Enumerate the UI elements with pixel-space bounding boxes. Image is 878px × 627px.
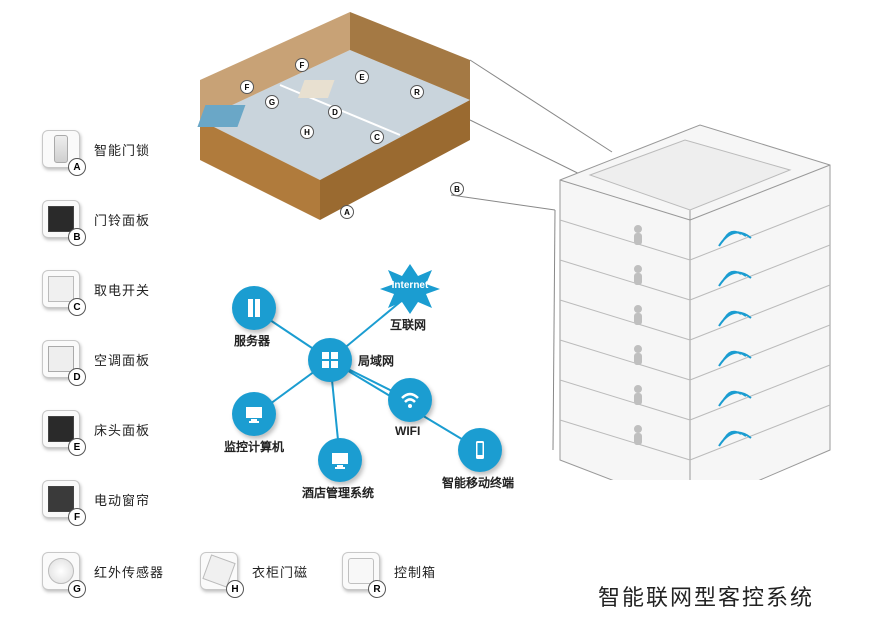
- monitor-label: 监控计算机: [224, 438, 284, 455]
- mobile-node: [458, 428, 502, 472]
- internet-burst-text: Internet: [378, 280, 442, 291]
- diagram-title: 智能联网型客控系统: [598, 580, 814, 612]
- pms-label: 酒店管理系统: [302, 484, 374, 501]
- wifi-node: [388, 378, 432, 422]
- pms-node: [318, 438, 362, 482]
- server-label: 服务器: [234, 332, 270, 349]
- monitor-node: [232, 392, 276, 436]
- building-3d: [540, 120, 840, 480]
- network-center-node: [308, 338, 352, 382]
- server-node: [232, 286, 276, 330]
- mobile-label: 智能移动终端: [442, 474, 514, 491]
- wifi-label: WIFI: [395, 424, 420, 438]
- internet-label: 互联网: [390, 316, 426, 333]
- network-center-label: 局域网: [358, 352, 394, 369]
- internet-burst: Internet: [378, 262, 442, 321]
